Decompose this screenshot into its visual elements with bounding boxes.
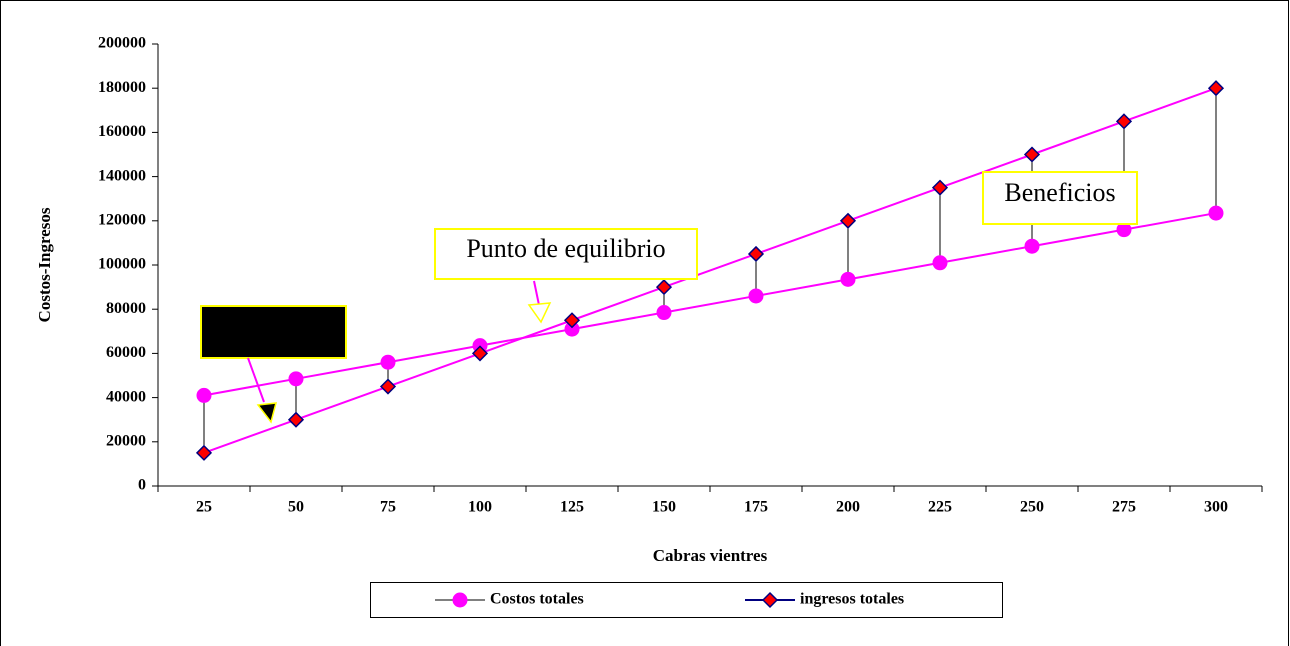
arrow-line: [247, 357, 265, 403]
marker: [747, 245, 765, 263]
y-tick-label: 160000: [98, 123, 146, 140]
y-tick-label: 200000: [98, 35, 146, 52]
arrow-head: [527, 302, 552, 324]
marker: [452, 592, 468, 608]
x-tick-label: 100: [468, 499, 492, 516]
y-tick-label: 0: [138, 477, 146, 494]
marker: [379, 378, 397, 395]
x-tick-label: 175: [744, 499, 768, 516]
marker: [748, 288, 764, 304]
marker: [656, 305, 672, 321]
marker: [471, 345, 489, 362]
x-tick-label: 150: [652, 499, 676, 516]
marker: [1207, 80, 1225, 97]
redacted-box: [200, 305, 347, 359]
marker: [931, 179, 949, 196]
marker: [761, 591, 779, 609]
marker: [655, 279, 673, 296]
y-tick-label: 80000: [106, 300, 146, 317]
marker: [1115, 113, 1133, 130]
marker: [1023, 146, 1041, 163]
y-tick-label: 180000: [98, 79, 146, 96]
x-tick-label: 75: [380, 499, 396, 516]
x-tick-label: 300: [1204, 499, 1228, 516]
marker: [287, 411, 305, 428]
marker: [932, 255, 948, 271]
x-tick-label: 50: [288, 499, 304, 516]
x-tick-label: 25: [196, 499, 212, 516]
series-line: [203, 87, 1217, 454]
x-tick-label: 225: [928, 499, 952, 516]
annotation: Beneficios: [1004, 178, 1115, 207]
x-tick-label: 200: [836, 499, 860, 516]
annotation-box: [982, 171, 1138, 225]
y-axis-title: Costos-Ingresos: [35, 207, 54, 322]
annotation: Punto de equilibrio: [466, 234, 665, 263]
series-line: [203, 212, 1217, 397]
arrow-line: [533, 280, 540, 306]
marker: [1024, 238, 1040, 254]
marker: [1208, 205, 1224, 221]
x-axis-title: Cabras vientres: [653, 546, 768, 565]
marker: [380, 354, 396, 370]
annotation-box: [434, 228, 698, 280]
marker: [196, 387, 212, 403]
marker: [563, 312, 581, 329]
y-tick-label: 120000: [98, 211, 146, 228]
legend-label: Costos totales: [490, 591, 584, 608]
marker: [839, 212, 857, 229]
x-tick-label: 250: [1020, 499, 1044, 516]
x-tick-label: 275: [1112, 499, 1136, 516]
marker: [840, 271, 856, 287]
x-tick-label: 125: [560, 499, 584, 516]
y-tick-label: 60000: [106, 344, 146, 361]
arrow-head: [256, 402, 278, 424]
y-tick-label: 20000: [106, 432, 146, 449]
legend-label: ingresos totales: [800, 591, 904, 608]
y-tick-label: 40000: [106, 388, 146, 405]
marker: [195, 444, 213, 461]
y-tick-label: 140000: [98, 167, 146, 184]
marker: [288, 371, 304, 387]
y-tick-label: 100000: [98, 256, 146, 273]
